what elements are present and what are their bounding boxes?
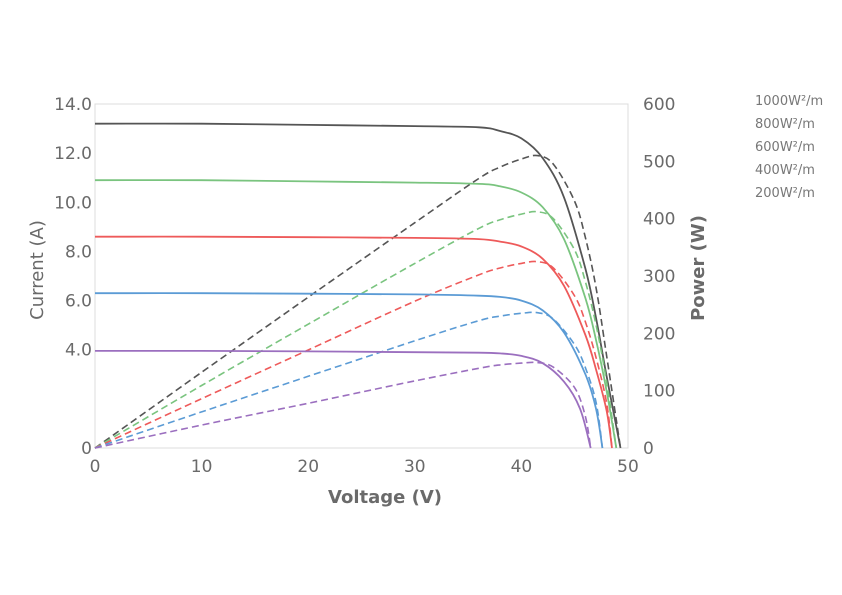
legend-entry: 600W²/m <box>755 140 815 155</box>
x-tick-label: 30 <box>404 457 426 477</box>
series-group <box>94 122 622 449</box>
y-tick-label: 14.0 <box>54 95 92 115</box>
y-tick-label: 4.0 <box>65 341 92 361</box>
y2-tick-label: 500 <box>643 152 675 172</box>
y2-axis-title: Power (W) <box>688 215 709 321</box>
y-tick-label: 12.0 <box>54 144 92 164</box>
legend-entry: 800W²/m <box>755 117 815 132</box>
power-curve-4 <box>94 311 604 449</box>
x-tick-label: 10 <box>191 457 213 477</box>
legend-entry: 200W²/m <box>755 186 815 201</box>
power-curve-3 <box>94 260 613 449</box>
current-curve-3 <box>94 235 613 449</box>
power-curve-5 <box>94 361 592 449</box>
power-curve-2 <box>94 210 618 449</box>
x-tick-label: 20 <box>297 457 319 477</box>
y2-tick-label: 200 <box>643 324 675 344</box>
y-tick-label: 8.0 <box>65 242 92 262</box>
legend-entry: 400W²/m <box>755 163 815 178</box>
power-curve-1 <box>94 154 622 449</box>
current-curve-5 <box>95 349 592 449</box>
x-tick-label: 40 <box>511 457 533 477</box>
y2-tick-label: 0 <box>643 439 654 459</box>
y2-tick-label: 100 <box>643 382 675 402</box>
y-tick-label: 0 <box>81 439 92 459</box>
current-curve-4 <box>94 292 604 449</box>
y2-tick-label: 400 <box>643 210 675 230</box>
legend-entry: 1000W²/m <box>755 94 823 109</box>
ticks-group: 0 10 20 30 40 5004.06.08.010.012.014.00100200… <box>54 95 675 477</box>
x-axis-title: Voltage (V) <box>328 487 442 508</box>
plot-frame <box>94 103 629 449</box>
y-tick-label: 6.0 <box>65 292 92 312</box>
current-curve-1 <box>94 122 622 449</box>
y-tick-label: 10.0 <box>54 193 92 213</box>
plot-frame-group <box>94 103 629 449</box>
x-tick-label: 50 <box>617 457 639 477</box>
y-axis-title: Current (A) <box>27 220 48 320</box>
x-tick-label: 0 <box>90 457 101 477</box>
legend: 1000W²/m 800W²/m 600W²/m 400W²/m 200W²/m <box>755 94 823 201</box>
y2-tick-label: 300 <box>643 267 675 287</box>
y2-tick-label: 600 <box>643 95 675 115</box>
current-curve-2 <box>94 179 618 449</box>
